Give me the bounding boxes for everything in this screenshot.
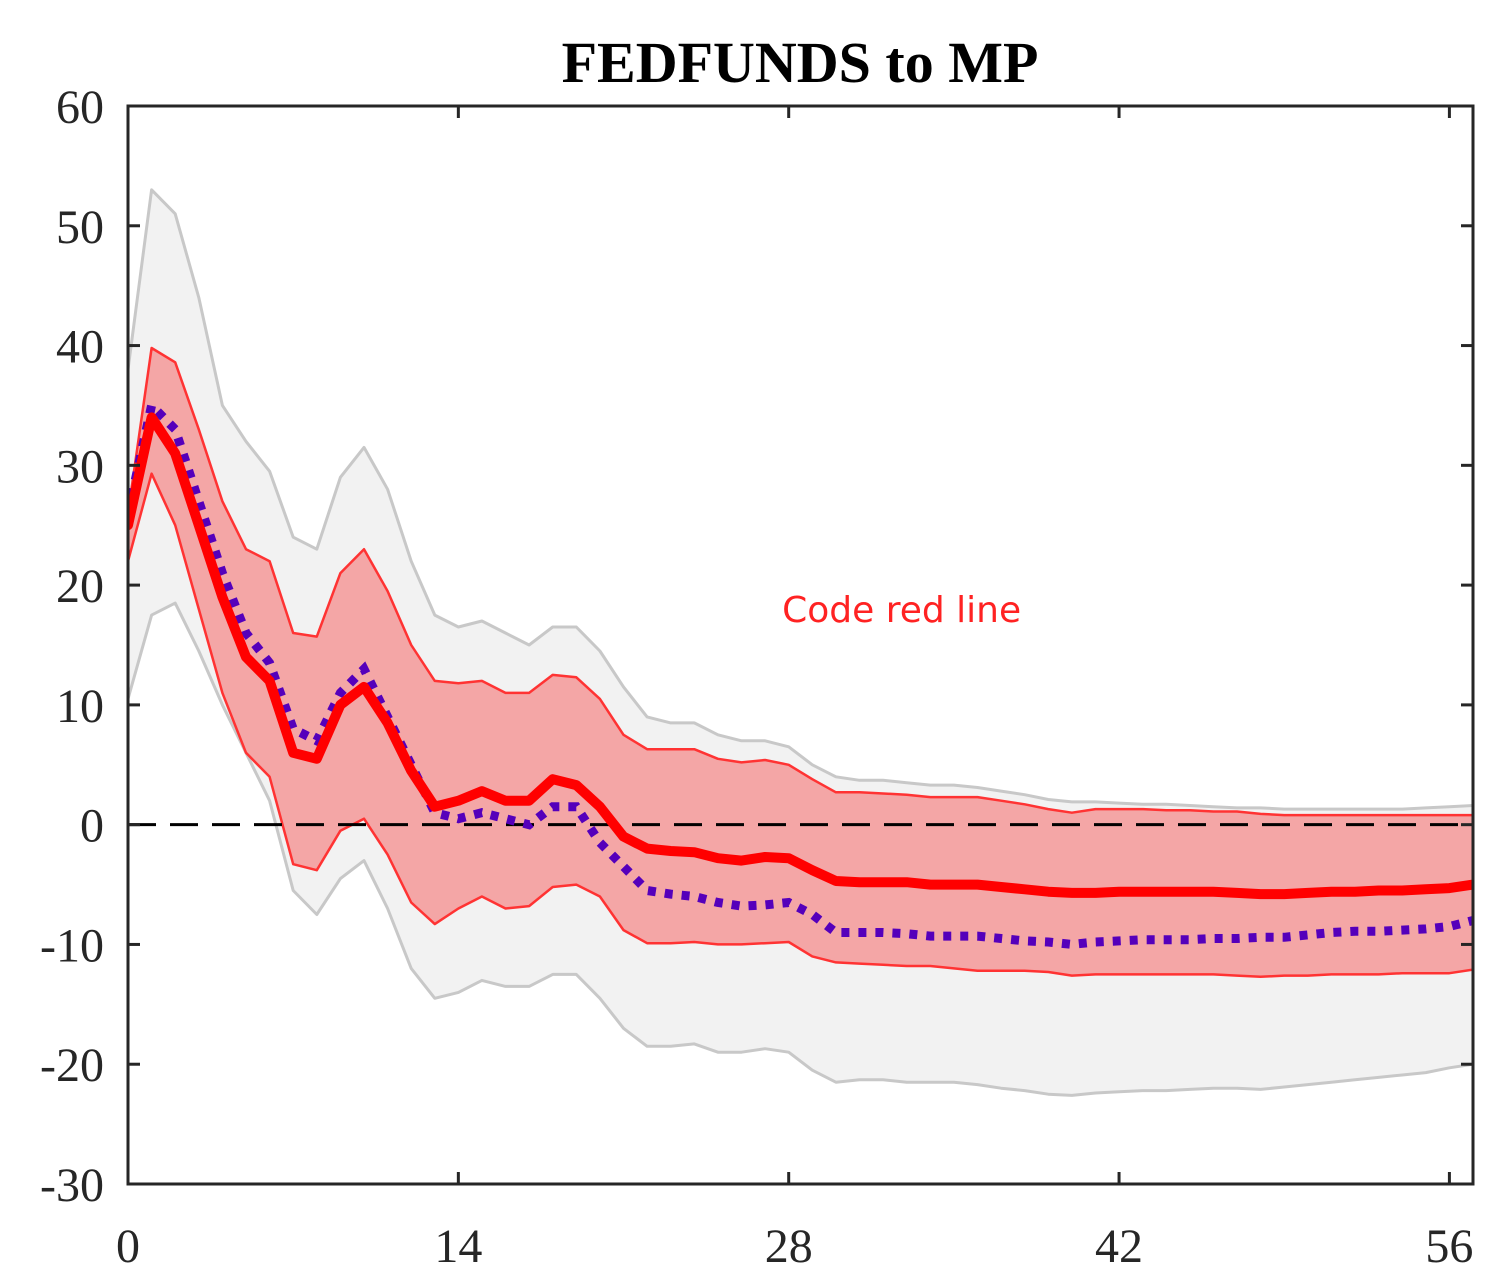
axes-box bbox=[126, 104, 1475, 1186]
outer-band-upper-line bbox=[128, 188, 1473, 811]
outer-band-lower-line bbox=[128, 601, 1473, 1097]
y-tick-label: 50 bbox=[56, 201, 104, 254]
y-tick-label: 30 bbox=[56, 440, 104, 493]
x-tick-label: 28 bbox=[765, 1220, 813, 1273]
y-tick-label: 20 bbox=[56, 560, 104, 613]
x-tick-label: 56 bbox=[1425, 1220, 1473, 1273]
y-tick-label: 0 bbox=[80, 800, 104, 853]
inner-band-upper-line bbox=[128, 346, 1473, 817]
plot-area bbox=[128, 188, 1473, 1097]
y-tick-label: -30 bbox=[40, 1159, 104, 1212]
y-tick-label: 10 bbox=[56, 680, 104, 733]
x-tick-label: 14 bbox=[434, 1220, 482, 1273]
chart-title: FEDFUNDS to MP bbox=[562, 30, 1039, 95]
y-tick-label: -10 bbox=[40, 919, 104, 972]
comparison-line bbox=[128, 396, 1473, 949]
axes: 0 14 28 42 56 60 50 40 30 20 10 0 -10 -20 -30 bbox=[40, 81, 1475, 1273]
series-group bbox=[128, 188, 1473, 1097]
x-tick-label: 42 bbox=[1095, 1220, 1143, 1273]
y-tick-label: 40 bbox=[56, 321, 104, 374]
y-tick-label: -20 bbox=[40, 1039, 104, 1092]
x-tick-label: 0 bbox=[116, 1220, 140, 1273]
y-tick-label: 60 bbox=[56, 81, 104, 134]
median-line bbox=[128, 412, 1473, 900]
annotation-label: Code red line bbox=[782, 590, 1021, 631]
annotations: Code red line bbox=[782, 590, 1021, 631]
